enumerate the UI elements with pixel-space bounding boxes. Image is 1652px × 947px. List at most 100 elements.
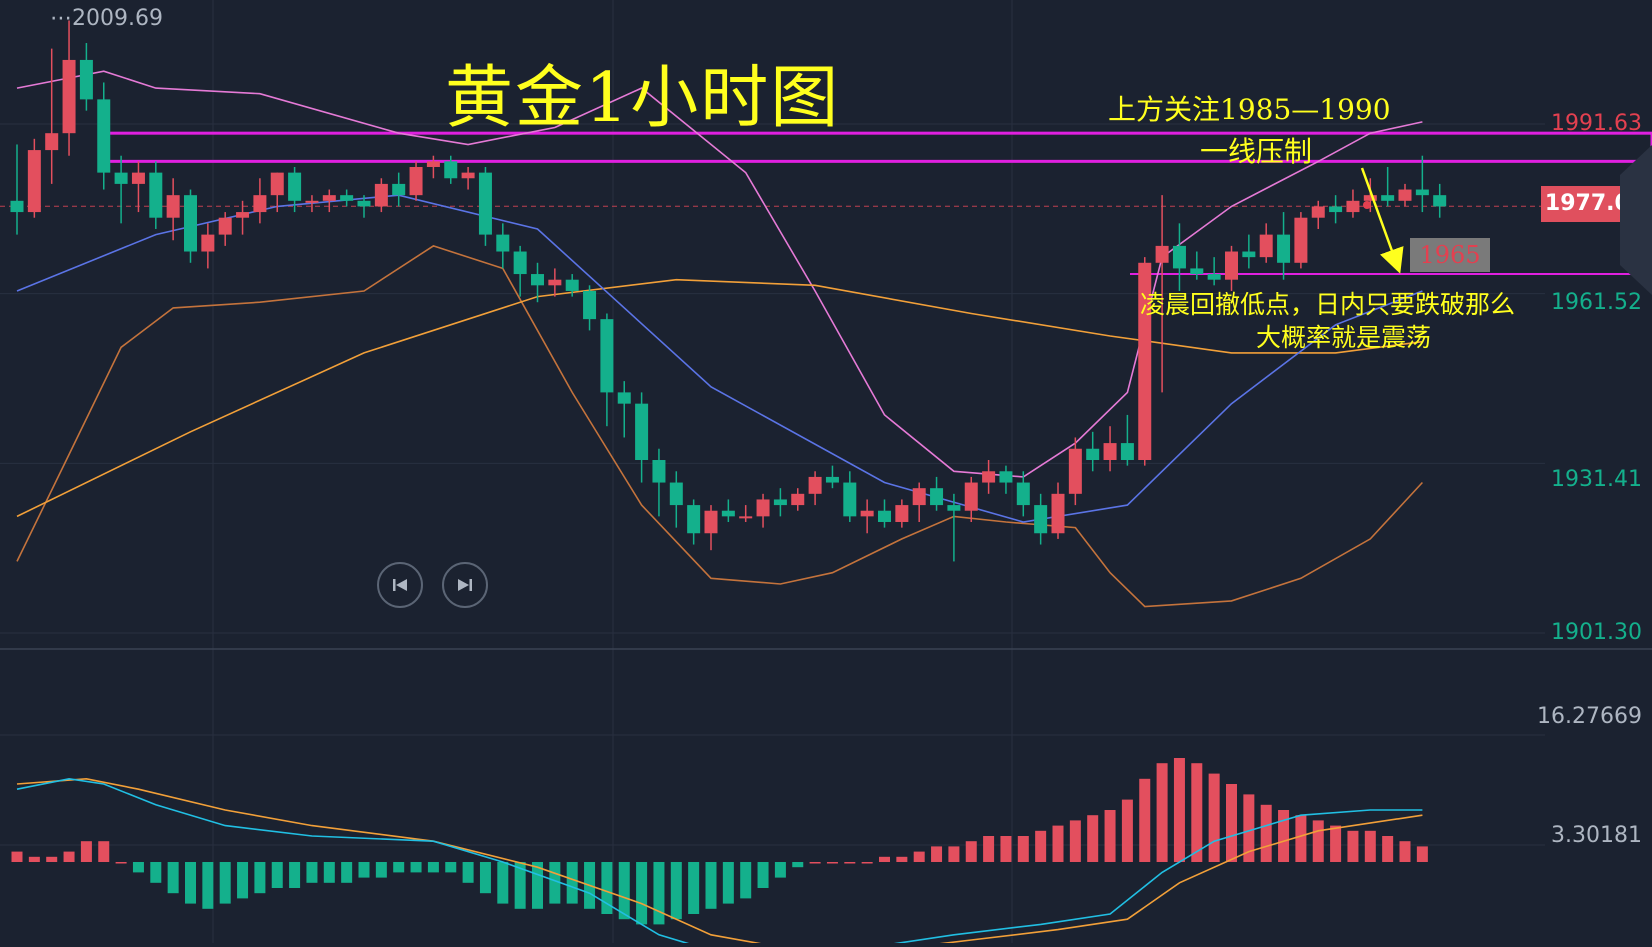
candle-66 <box>1155 195 1169 393</box>
candle-body <box>982 471 996 483</box>
candle-15 <box>270 172 284 213</box>
candle-33 <box>583 285 597 331</box>
candle-43 <box>756 493 770 528</box>
candle-body <box>1034 505 1048 534</box>
support-price-tag: 1965 <box>1410 238 1490 272</box>
macd-bar-28 <box>497 862 509 904</box>
macd-bar-69 <box>1208 773 1220 862</box>
candle-26 <box>461 166 475 190</box>
resistance-annotation-2: 一线压制 <box>1200 135 1313 168</box>
ma-orange-line <box>16 278 1423 518</box>
ma-blue-line <box>16 194 1423 523</box>
candle-55 <box>964 476 978 522</box>
candle-body <box>1433 195 1447 207</box>
macd-bar-73 <box>1278 810 1290 862</box>
candle-body <box>1103 443 1117 461</box>
chart-title: 黄金1小时图 <box>445 59 841 138</box>
macd-bar-81 <box>1416 846 1428 862</box>
down-arrow <box>1360 167 1404 274</box>
resistance-annotation-1: 上方关注1985—1990 <box>1108 93 1391 126</box>
candle-53 <box>930 476 944 511</box>
candle-51 <box>895 499 909 528</box>
macd-bar-59 <box>1035 830 1047 862</box>
candle-1 <box>27 138 41 218</box>
macd-bar-76 <box>1330 825 1342 862</box>
candle-61 <box>1068 437 1082 506</box>
candle-body <box>635 403 649 461</box>
candle-62 <box>1086 431 1100 472</box>
side-panel-handle[interactable] <box>1620 145 1652 295</box>
candle-59 <box>1034 493 1048 545</box>
macd-bar-68 <box>1191 763 1203 862</box>
macd-bar-38 <box>670 862 682 920</box>
candle-body <box>1259 234 1273 258</box>
candle-body <box>860 510 874 517</box>
candle-76 <box>1329 195 1343 224</box>
candle-50 <box>878 499 891 528</box>
candle-body <box>184 195 197 252</box>
macd-bar-60 <box>1052 825 1064 862</box>
candle-body <box>97 99 111 173</box>
candle-body <box>496 234 510 252</box>
candle-57 <box>999 465 1013 494</box>
macd-bar-66 <box>1156 763 1168 862</box>
candle-body <box>322 195 336 201</box>
macd-bar-41 <box>722 862 734 904</box>
candle-52 <box>912 482 926 522</box>
candle-6 <box>114 155 128 224</box>
candle-body <box>1207 274 1221 280</box>
macd-tick-1: 16.27669 <box>1537 704 1642 729</box>
macd-bar-64 <box>1121 799 1133 862</box>
macd-bar-19 <box>341 862 353 883</box>
price-tick-3: 1931.41 <box>1551 467 1642 492</box>
candle-0 <box>10 144 24 235</box>
candle-74 <box>1294 212 1308 269</box>
candle-body <box>652 460 666 483</box>
candle-7 <box>131 161 145 213</box>
candle-18 <box>322 189 336 213</box>
candle-body <box>1294 217 1308 263</box>
candle-54 <box>947 493 961 562</box>
candle-16 <box>288 166 302 213</box>
candle-body <box>1242 251 1256 258</box>
macd-bar-8 <box>150 862 162 883</box>
candle-body <box>947 505 961 511</box>
skip-back-button[interactable] <box>377 562 423 608</box>
candle-body <box>79 59 93 100</box>
candle-80 <box>1398 183 1412 207</box>
macd-bar-22 <box>393 862 405 873</box>
price-tick-4: 1901.30 <box>1551 620 1642 645</box>
candle-body <box>531 274 544 286</box>
candle-body <box>392 183 406 196</box>
candle-27 <box>478 166 492 246</box>
macd-bar-11 <box>202 862 214 909</box>
skip-forward-button[interactable] <box>442 562 488 608</box>
macd-bar-58 <box>1017 836 1029 862</box>
candle-body <box>565 279 579 291</box>
candle-body <box>895 505 909 522</box>
candle-44 <box>773 488 787 517</box>
skip-back-icon <box>393 579 407 591</box>
candle-body <box>773 499 787 506</box>
candle-body <box>825 476 839 483</box>
macd-bar-5 <box>98 841 110 862</box>
candle-body <box>236 212 250 218</box>
macd-bar-42 <box>740 862 752 899</box>
candle-body <box>1068 448 1082 494</box>
candle-body <box>739 516 753 519</box>
support-annotation-2: 大概率就是震荡 <box>1256 323 1432 352</box>
candle-30 <box>531 262 544 303</box>
support-annotation-1: 凌晨回撤低点，日内只要跌破那么 <box>1140 290 1516 319</box>
candle-body <box>10 200 24 213</box>
macd-bar-55 <box>965 841 977 862</box>
candle-17 <box>305 195 319 213</box>
candle-13 <box>236 200 250 235</box>
candle-body <box>1051 493 1065 534</box>
candle-34 <box>600 313 614 427</box>
candle-5 <box>97 82 111 190</box>
macd-bar-31 <box>549 862 561 904</box>
macd-tick-2: 3.30181 <box>1551 823 1642 848</box>
candle-body <box>1398 189 1412 201</box>
candle-37 <box>652 448 666 517</box>
